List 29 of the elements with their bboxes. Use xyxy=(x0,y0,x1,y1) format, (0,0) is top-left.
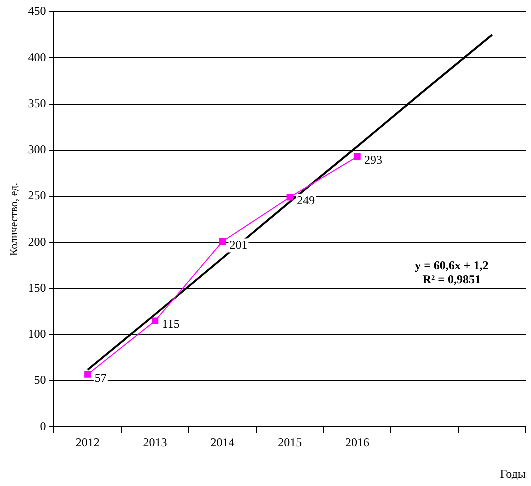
x-tick-label: 2012 xyxy=(76,436,100,450)
x-tick-label: 2014 xyxy=(210,436,235,450)
data-label: 249 xyxy=(297,194,316,208)
data-label: 115 xyxy=(162,317,180,332)
x-axis-title: Годы xyxy=(500,466,526,481)
annotation: R² = 0,9851 xyxy=(422,272,481,287)
y-tick-label: 100 xyxy=(28,327,46,342)
y-tick-label: 150 xyxy=(28,280,46,295)
point xyxy=(152,318,159,324)
annotation: y = 60,6x + 1,2 xyxy=(415,258,489,273)
y-tick-label: 200 xyxy=(28,234,46,249)
data-label: 201 xyxy=(230,238,248,252)
y-tick-label: 300 xyxy=(28,142,46,157)
point xyxy=(219,238,226,246)
data-label: 293 xyxy=(364,153,382,168)
point xyxy=(84,371,92,378)
x-tick-label: 2016 xyxy=(346,436,370,450)
x-tick-label: 2013 xyxy=(143,436,168,450)
y-tick-label: 0 xyxy=(40,419,46,434)
y-tick-label: 50 xyxy=(34,373,46,388)
x-tick-label: 2015 xyxy=(278,436,302,450)
y-tick-label: 350 xyxy=(28,96,46,110)
y-tick-label: 450 xyxy=(28,4,46,18)
point xyxy=(286,194,294,201)
y-axis-title: Количество, ед. xyxy=(8,182,20,256)
y-tick-label: 250 xyxy=(28,188,46,203)
y-tick-label: 400 xyxy=(28,50,46,64)
data-label: 57 xyxy=(94,370,107,385)
point xyxy=(354,154,361,160)
